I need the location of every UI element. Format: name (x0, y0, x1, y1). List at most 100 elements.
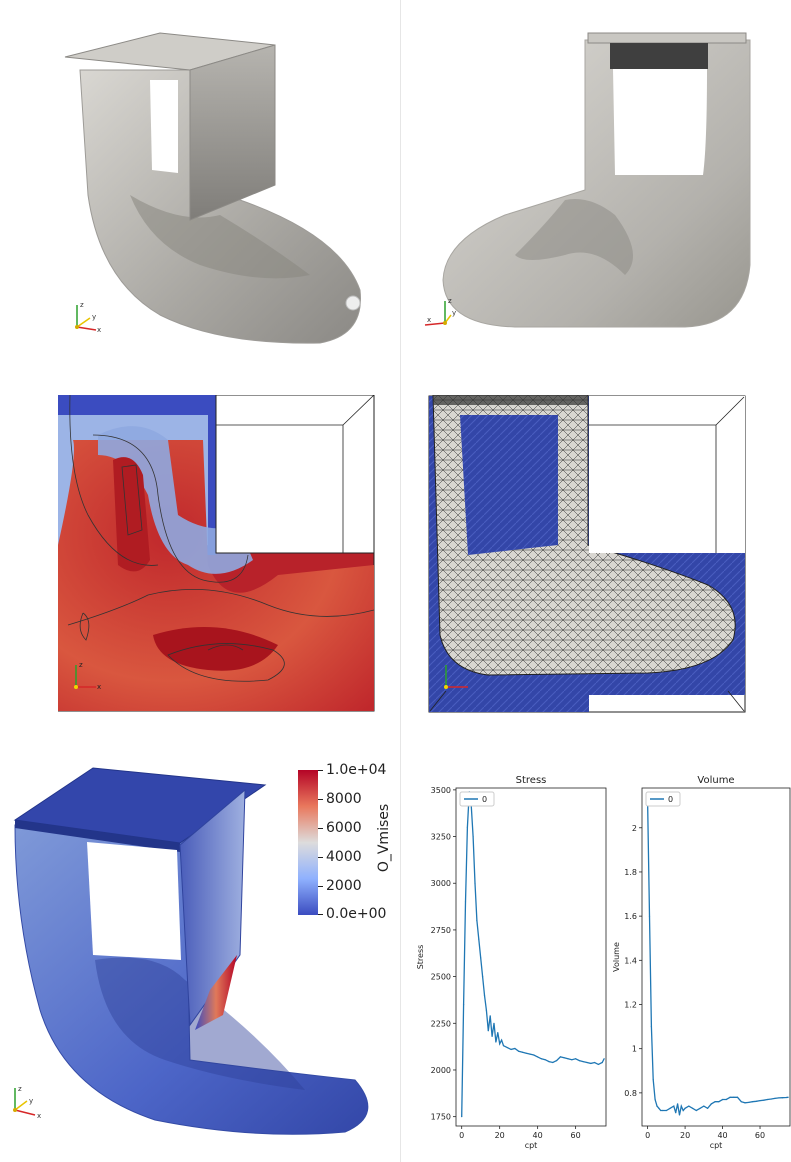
data-point (725, 1098, 727, 1101)
x-tick-label: 40 (533, 1131, 543, 1140)
data-point (578, 1060, 581, 1062)
data-point (575, 1058, 577, 1060)
data-point (787, 1096, 789, 1098)
data-point (495, 1041, 497, 1043)
y-tick-label: 3000 (431, 879, 451, 888)
data-point (563, 1057, 565, 1059)
data-point (673, 1105, 675, 1107)
x-axis-label: cpt (710, 1141, 723, 1150)
data-point (510, 1048, 512, 1051)
svg-text:x: x (37, 1112, 41, 1120)
data-point (590, 1062, 592, 1065)
data-point (462, 1004, 465, 1006)
data-point (778, 1097, 780, 1099)
data-point (499, 1043, 501, 1045)
plot-frame (455, 787, 607, 1127)
data-point (472, 835, 474, 838)
series-line (461, 791, 605, 1117)
svg-text:z: z (80, 301, 84, 309)
data-point (650, 1025, 652, 1028)
data-point (552, 1061, 554, 1064)
data-point (729, 1096, 731, 1098)
top-plate (587, 32, 747, 44)
svg-text:z: z (448, 297, 452, 305)
data-point (594, 1061, 596, 1064)
cutout-region (215, 395, 375, 554)
data-point (478, 938, 480, 940)
data-point (665, 1109, 667, 1112)
colorbar-tick-label: 1.0e+04 (326, 762, 387, 778)
data-point (740, 1101, 742, 1103)
data-point (603, 1058, 605, 1060)
data-point (571, 1059, 573, 1061)
data-point (706, 1107, 709, 1109)
data-point (703, 1105, 705, 1107)
data-point (763, 1099, 765, 1101)
y-tick-label: 1750 (431, 1113, 451, 1122)
data-point (544, 1059, 546, 1061)
side-wall (189, 44, 276, 221)
x-tick-label: 20 (495, 1131, 505, 1140)
data-point (497, 1032, 499, 1034)
chart-title: Volume (697, 775, 734, 786)
data-point (648, 915, 651, 917)
svg-text:x: x (97, 326, 101, 334)
window-hole (150, 80, 178, 173)
data-point (489, 1015, 491, 1017)
data-point (518, 1050, 520, 1052)
axes-triad (444, 665, 468, 689)
data-point (540, 1058, 543, 1060)
data-point (699, 1107, 701, 1109)
data-point (582, 1060, 584, 1063)
data-point (466, 826, 468, 828)
data-point (736, 1096, 739, 1098)
data-point (491, 1035, 493, 1037)
valley-shadow (515, 199, 633, 275)
data-point (684, 1107, 686, 1109)
y-tick-label: 1.8 (624, 868, 637, 877)
x-tick-label: 60 (755, 1131, 765, 1140)
axes-triad: z y x (75, 301, 101, 334)
data-point (766, 1098, 769, 1101)
data-point (537, 1056, 539, 1058)
render-mesh-back: z y x (424, 32, 751, 328)
data-point (774, 1097, 776, 1099)
svg-text:y: y (92, 313, 96, 321)
data-point (759, 1099, 761, 1102)
y-tick-label: 2500 (431, 973, 451, 982)
bolt-pattern (345, 295, 361, 311)
legend-label: 0 (668, 795, 673, 804)
svg-text:z: z (79, 661, 83, 669)
legend-label: 0 (482, 795, 487, 804)
data-point (748, 1101, 750, 1103)
render-mesh-wireframe (428, 395, 746, 713)
svg-text:y: y (29, 1097, 33, 1105)
colorbar-tick-label: 0.0e+00 (326, 906, 387, 922)
data-point (652, 1079, 654, 1081)
data-point (506, 1046, 508, 1049)
y-axis-label: Volume (612, 942, 621, 972)
window-hole (87, 842, 181, 960)
data-point (493, 1022, 495, 1024)
data-point (533, 1054, 535, 1056)
panel-divider (400, 0, 401, 1162)
svg-text:z: z (18, 1085, 22, 1093)
y-tick-label: 1.4 (624, 956, 637, 965)
data-point (662, 1109, 664, 1112)
render-vmises-field: z y x (13, 767, 369, 1135)
data-point (755, 1100, 757, 1102)
render-field-contour: z x (58, 395, 375, 712)
axes-triad: z y x (424, 297, 456, 326)
data-point (682, 1109, 684, 1112)
data-point (669, 1107, 671, 1109)
contour-lines (67, 395, 375, 682)
data-point (733, 1096, 735, 1098)
y-tick-label: 1 (632, 1045, 637, 1054)
data-point (691, 1107, 694, 1109)
x-tick-label: 20 (680, 1131, 690, 1140)
data-point (744, 1102, 746, 1104)
data-point (770, 1098, 772, 1100)
data-point (521, 1051, 524, 1053)
colorbar (298, 770, 318, 915)
data-point (559, 1056, 562, 1058)
